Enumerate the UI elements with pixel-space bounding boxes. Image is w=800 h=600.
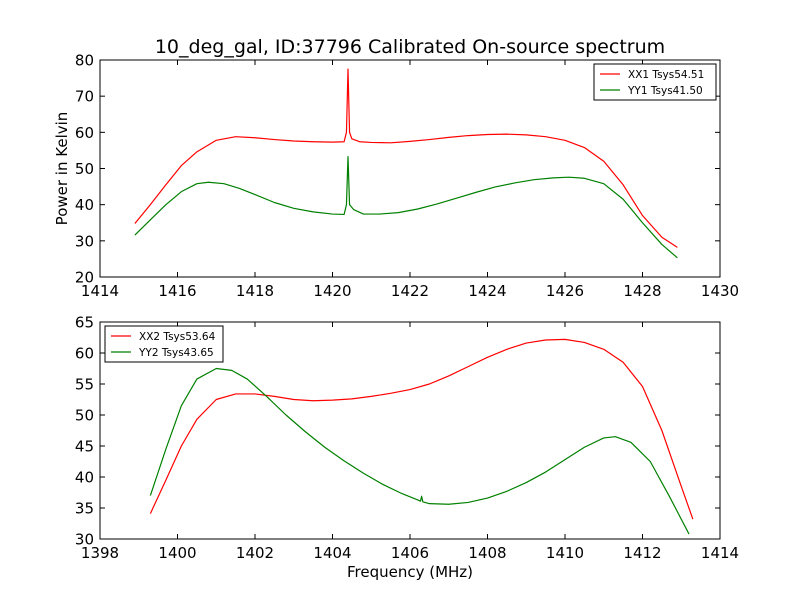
x-tick-label: 1418: [236, 282, 274, 300]
y-tick-label: 40: [75, 469, 94, 487]
x-tick-label: 1400: [158, 544, 196, 562]
x-tick-label: 1416: [158, 282, 196, 300]
y-axis-label: Power in Kelvin: [53, 112, 71, 226]
y-tick-label: 50: [75, 160, 94, 178]
y-tick-label: 30: [75, 531, 94, 549]
legend-1: XX1 Tsys54.51 YY1 Tsys41.50: [593, 63, 717, 101]
axes-2: 1398 1400 1402 1404 1406 1408 1410 1412 1414 30 35…: [75, 314, 739, 582]
series-line-2-1: [149, 338, 694, 520]
series-line-1-2: [134, 155, 678, 259]
legend-label: YY1 Tsys41.50: [627, 85, 703, 97]
y-tick-label: 20: [75, 269, 94, 287]
x-tick-label: 1414: [701, 544, 739, 562]
y-tick-label: 65: [75, 314, 94, 332]
x-tick-label: 1414: [81, 282, 119, 300]
series-line-2-2: [149, 367, 690, 535]
x-axis-label: Frequency (MHz): [347, 563, 473, 581]
y-tick-label: 40: [75, 196, 94, 214]
x-tick-label: 1408: [468, 544, 506, 562]
figure-title: 10_deg_gal, ID:37796 Calibrated On-sourc…: [155, 36, 665, 58]
y-tick-label: 60: [75, 345, 94, 363]
x-tick-label: 1404: [313, 544, 351, 562]
legend-2: XX2 Tsys53.64 YY2 Tsys43.65: [104, 325, 224, 363]
y-tick-label: 80: [75, 52, 94, 70]
y-tick-label: 30: [75, 232, 94, 250]
y-tick-label: 50: [75, 407, 94, 425]
legend-box: [104, 325, 224, 363]
legend-label: YY2 Tsys43.65: [138, 347, 214, 359]
x-tick-label: 1406: [391, 544, 429, 562]
legend-label: XX2 Tsys53.64: [139, 331, 216, 343]
axes-1: 1414 1416 1418 1420 1422 1424 1426 1428 1430 20 30…: [53, 52, 739, 301]
x-tick-label: 1410: [546, 544, 584, 562]
plots-group: 1414 1416 1418 1420 1422 1424 1426 1428 1430 20 30…: [53, 52, 739, 582]
legend-label: XX1 Tsys54.51: [628, 69, 704, 81]
x-tick-label: 1412: [623, 544, 661, 562]
y-tick-label: 45: [75, 438, 94, 456]
y-tick-label: 70: [75, 88, 94, 106]
x-tick-label: 1424: [468, 282, 506, 300]
x-tick-label: 1402: [236, 544, 274, 562]
x-tick-label: 1426: [546, 282, 584, 300]
y-tick-label: 35: [75, 500, 94, 518]
series-line-1-1: [134, 68, 678, 248]
x-tick-label: 1398: [81, 544, 119, 562]
y-tick-label: 60: [75, 124, 94, 142]
x-tick-label: 1422: [391, 282, 429, 300]
x-tick-label: 1430: [701, 282, 739, 300]
x-tick-label: 1428: [623, 282, 661, 300]
y-tick-label: 55: [75, 376, 94, 394]
x-tick-label: 1420: [313, 282, 351, 300]
legend-box: [593, 63, 717, 101]
